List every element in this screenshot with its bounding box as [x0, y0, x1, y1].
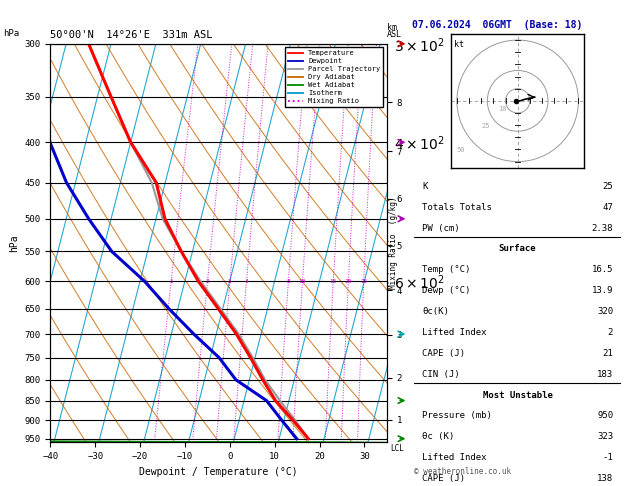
Text: ASL: ASL	[387, 30, 402, 39]
Text: θc(K): θc(K)	[422, 307, 449, 316]
Text: 4: 4	[245, 279, 248, 284]
Text: Pressure (mb): Pressure (mb)	[422, 411, 492, 420]
Text: Lifted Index: Lifted Index	[422, 453, 487, 462]
Text: 138: 138	[597, 474, 613, 483]
Text: 3: 3	[228, 279, 232, 284]
Text: 2: 2	[608, 328, 613, 337]
Text: θc (K): θc (K)	[422, 432, 454, 441]
Text: 8: 8	[287, 279, 290, 284]
Text: 2: 2	[206, 279, 209, 284]
Text: Totals Totals: Totals Totals	[422, 203, 492, 212]
Text: Temp (°C): Temp (°C)	[422, 265, 470, 274]
Text: 10: 10	[498, 105, 507, 112]
Text: 25: 25	[603, 182, 613, 191]
Text: 950: 950	[597, 411, 613, 420]
Text: K: K	[422, 182, 428, 191]
Text: CAPE (J): CAPE (J)	[422, 474, 465, 483]
Text: 323: 323	[597, 432, 613, 441]
Text: CAPE (J): CAPE (J)	[422, 349, 465, 358]
Text: 50°00'N  14°26'E  331m ASL: 50°00'N 14°26'E 331m ASL	[50, 30, 213, 40]
Text: 320: 320	[597, 307, 613, 316]
Text: Lifted Index: Lifted Index	[422, 328, 487, 337]
Text: 25: 25	[481, 122, 490, 129]
Text: Surface: Surface	[499, 244, 537, 253]
Text: 16.5: 16.5	[592, 265, 613, 274]
Text: 2.38: 2.38	[592, 224, 613, 233]
Text: 21: 21	[603, 349, 613, 358]
Text: 07.06.2024  06GMT  (Base: 18): 07.06.2024 06GMT (Base: 18)	[412, 20, 582, 31]
Text: Most Unstable: Most Unstable	[482, 391, 553, 399]
Text: km: km	[387, 22, 397, 32]
Text: 47: 47	[603, 203, 613, 212]
Text: PW (cm): PW (cm)	[422, 224, 460, 233]
Text: hPa: hPa	[3, 29, 19, 38]
Text: 20: 20	[345, 279, 352, 284]
Text: © weatheronline.co.uk: © weatheronline.co.uk	[414, 467, 511, 476]
Text: -1: -1	[603, 453, 613, 462]
Text: 13.9: 13.9	[592, 286, 613, 295]
Text: 50: 50	[457, 147, 465, 153]
Text: 25: 25	[360, 279, 367, 284]
Text: 10: 10	[299, 279, 306, 284]
Text: LCL: LCL	[390, 444, 404, 453]
Text: 1: 1	[169, 279, 173, 284]
X-axis label: Dewpoint / Temperature (°C): Dewpoint / Temperature (°C)	[139, 467, 298, 477]
Text: Dewp (°C): Dewp (°C)	[422, 286, 470, 295]
Y-axis label: hPa: hPa	[9, 234, 19, 252]
Text: Mixing Ratio  (g/kg): Mixing Ratio (g/kg)	[389, 197, 398, 289]
Text: 183: 183	[597, 370, 613, 379]
Text: 16: 16	[330, 279, 337, 284]
Text: CIN (J): CIN (J)	[422, 370, 460, 379]
Text: kt: kt	[455, 40, 464, 49]
Legend: Temperature, Dewpoint, Parcel Trajectory, Dry Adiabat, Wet Adiabat, Isotherm, Mi: Temperature, Dewpoint, Parcel Trajectory…	[285, 47, 383, 107]
